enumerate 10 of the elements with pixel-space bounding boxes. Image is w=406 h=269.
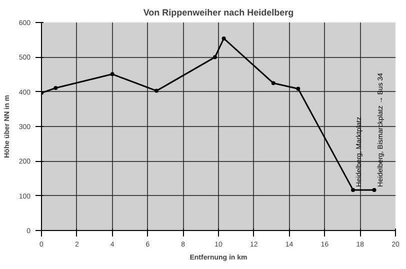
point (154, 88, 159, 93)
point (372, 188, 376, 192)
point (222, 36, 226, 40)
point (271, 81, 276, 86)
point (296, 86, 300, 91)
point (351, 188, 356, 192)
chart-title: Von Rippenweiher nach Heidelberg (143, 8, 294, 18)
point (54, 86, 58, 90)
point (212, 55, 217, 60)
point (110, 72, 114, 76)
